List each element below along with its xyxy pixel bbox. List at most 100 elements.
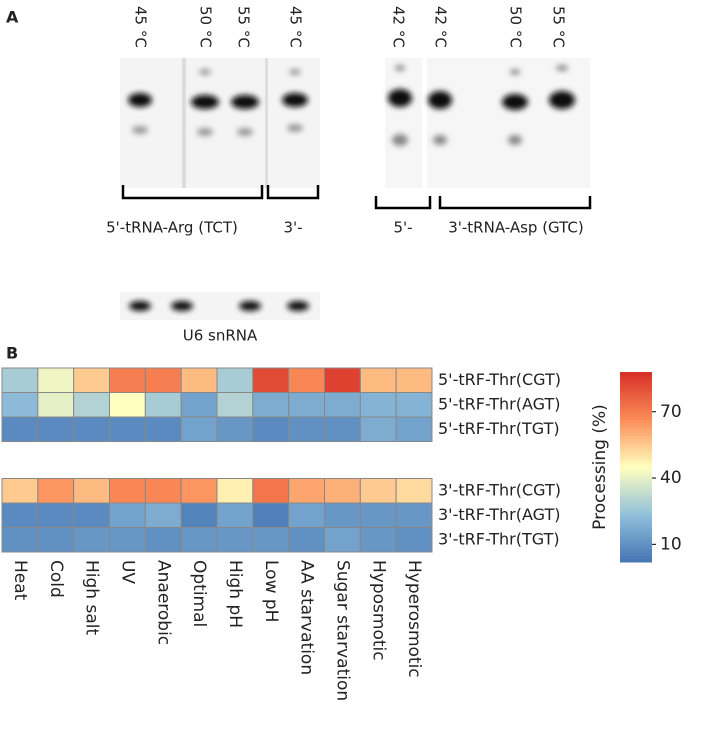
row-label: 5'-tRF-Thr(TGT) [438, 419, 560, 438]
lane-label: 42 °C [390, 6, 408, 48]
blot-label: U6 snRNA [183, 327, 258, 345]
heatmap-cell [180, 367, 218, 393]
x-tick-label: Anaerobic [153, 560, 173, 645]
colorbar-tick-label: 70 [660, 402, 682, 422]
colorbar-segment [620, 451, 652, 455]
heatmap-cell [288, 367, 325, 393]
colorbar-segment [620, 514, 652, 519]
heatmap-cell [395, 502, 433, 528]
colorbar-segment [620, 492, 652, 496]
heatmap-cell [216, 502, 254, 528]
colorbar-segment [620, 406, 652, 411]
heatmap-cell [144, 527, 182, 553]
lane-label: 50 °C [507, 6, 525, 48]
heatmap-cell [1, 392, 39, 418]
colorbar-segment [620, 432, 652, 436]
heatmap-cell [216, 527, 254, 553]
heatmap-cell [1, 416, 39, 442]
heatmap-cell [324, 478, 361, 504]
colorbar-segment [620, 416, 652, 420]
heatmap-cell [73, 502, 110, 528]
heatmap-cell [144, 416, 182, 442]
colorbar-segment [620, 381, 652, 386]
colorbar-segment [620, 501, 652, 506]
x-tick-label: AA starvation [297, 560, 317, 675]
panel-label: A [6, 8, 19, 27]
heatmap-cell [1, 527, 39, 553]
heatmap-cell [288, 502, 325, 528]
bracket-label: 3'- [283, 219, 302, 237]
blot-u6 [120, 292, 320, 320]
heatmap-cell [180, 478, 218, 504]
heatmap-cell [1, 367, 39, 393]
colorbar-tick-label: 10 [660, 534, 682, 554]
colorbar-tick-label: 40 [660, 468, 682, 488]
heatmap-cell [109, 367, 146, 393]
heatmap-cell [395, 392, 433, 418]
heatmap-cell [73, 478, 110, 504]
heatmap-cell [252, 478, 290, 504]
blot-left [120, 58, 320, 188]
colorbar-segment [620, 387, 652, 392]
colorbar-segment [620, 524, 652, 528]
heatmap-cell [359, 392, 397, 418]
colorbar-segment [620, 508, 652, 512]
x-tick-label: Sugar starvation [332, 560, 352, 701]
heatmap-cell [144, 392, 182, 418]
row-label: 3'-tRF-Thr(CGT) [438, 480, 561, 499]
colorbar-segment [620, 470, 652, 474]
x-tick-label: UV [117, 560, 137, 584]
colorbar-segment [620, 476, 652, 481]
colorbar-segment [620, 498, 652, 503]
x-tick-label: High pH [225, 560, 245, 628]
colorbar-segment [620, 438, 652, 443]
colorbar-segment [620, 429, 652, 433]
x-tick-label: High salt [82, 560, 102, 635]
colorbar-segment [620, 517, 652, 522]
heatmap-cell [37, 392, 75, 418]
colorbar-segment [620, 552, 652, 557]
heatmap-cell [1, 502, 39, 528]
heatmap-cell [324, 367, 361, 393]
heatmap-cell [180, 527, 218, 553]
colorbar-segment [620, 457, 652, 462]
heatmap-cell [37, 527, 75, 553]
heatmap-cell [252, 416, 290, 442]
colorbar-segment [620, 527, 652, 531]
heatmap-cell [359, 416, 397, 442]
lane-label: 55 °C [235, 6, 253, 48]
lane-label: 50 °C [197, 6, 215, 48]
heatmap-cell [252, 392, 290, 418]
lane-label: 55 °C [550, 6, 568, 48]
bracket-label: 3'-tRNA-Asp (GTC) [448, 219, 584, 237]
heatmap-cell [395, 367, 433, 393]
colorbar-segment [620, 489, 652, 493]
blot-right [385, 58, 590, 188]
colorbar-segment [620, 549, 652, 553]
heatmap-cell [395, 416, 433, 442]
heatmap-cell [37, 502, 75, 528]
colorbar-segment [620, 482, 652, 487]
colorbar-segment [620, 375, 652, 379]
lane-label: 45 °C [132, 6, 150, 48]
heatmap-cell [216, 416, 254, 442]
heatmap-cell [37, 416, 75, 442]
row-label: 3'-tRF-Thr(AGT) [438, 505, 561, 524]
colorbar-segment [620, 444, 652, 449]
colorbar-segment [620, 460, 652, 465]
colorbar-segment [620, 435, 652, 439]
heatmap-cell [73, 416, 110, 442]
heatmap-cell [37, 367, 75, 393]
heatmap-cell [359, 527, 397, 553]
colorbar-segment [620, 454, 652, 458]
colorbar-segment [620, 403, 652, 408]
colorbar-segment [620, 448, 652, 452]
bracket-label: 5'-tRNA-Arg (TCT) [106, 219, 238, 237]
colorbar-segment [620, 520, 652, 525]
heatmap-cell [395, 478, 433, 504]
colorbar-segment [620, 394, 652, 398]
x-tick-label: Heat [10, 560, 30, 601]
colorbar-segment [620, 558, 652, 563]
heatmap-cell [109, 478, 146, 504]
